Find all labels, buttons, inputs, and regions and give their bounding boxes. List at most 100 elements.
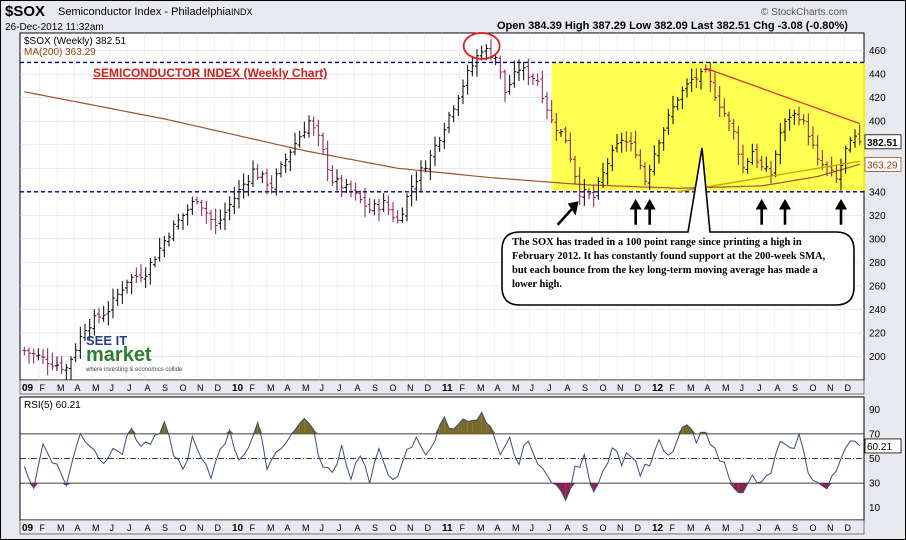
ohlc-bar (801, 114, 806, 125)
uptrend-line (677, 160, 860, 193)
price-bars-layer (22, 39, 862, 380)
ohlc-bar (741, 144, 745, 174)
rsi-oversold-fill (29, 483, 34, 489)
ohlc-bar (41, 349, 45, 365)
ohlc-bar (484, 44, 489, 61)
rsi-overbought-fill (687, 424, 692, 434)
price-y-tick-label: 240 (869, 305, 886, 316)
price-y-tick-label: 260 (869, 281, 886, 292)
month-tick-label: N (617, 383, 624, 393)
month-tick-label: F (460, 383, 466, 393)
ohlc-bar (554, 112, 559, 142)
index-name: Semiconductor Index - Philadelphia (58, 6, 232, 18)
ohlc-bar (820, 150, 825, 170)
ohlc-bar (316, 119, 321, 147)
month-tick-label: J (530, 523, 535, 533)
month-tick-label: F (250, 383, 256, 393)
month-axis-bar-top (19, 379, 865, 395)
ohlc-bar (353, 182, 358, 201)
month-tick-label: A (775, 523, 781, 533)
ohlc-bar (344, 179, 349, 194)
ohlc-bar (64, 363, 69, 380)
ohlc-bar (857, 124, 862, 146)
ohlc-bar (666, 108, 671, 136)
ohlc-bar (125, 279, 129, 294)
month-tick-label: N (827, 383, 834, 393)
month-tick-label: A (75, 383, 81, 393)
ohlc-bar (619, 132, 624, 153)
month-tick-label: M (477, 383, 485, 393)
month-tick-label: S (162, 523, 168, 533)
rsi-line-layer (23, 411, 861, 502)
ohlc-bar (111, 288, 115, 319)
support-arrow-head (779, 198, 791, 210)
ohlc-bar (680, 86, 685, 110)
ohlc-bar (535, 73, 540, 86)
month-tick-label: J (320, 523, 325, 533)
rsi-overbought-fill (472, 419, 477, 434)
ohlc-bar (423, 160, 428, 172)
ohlc-bar (381, 193, 386, 213)
ohlc-bar (293, 132, 297, 156)
ohlc-bar (69, 356, 73, 380)
ohlc-bar (143, 267, 148, 288)
support-arrow (629, 198, 642, 225)
ohlc-bar (437, 137, 442, 152)
ma200-line (24, 91, 860, 189)
support-arrow (556, 201, 579, 226)
ohlc-bar (615, 134, 619, 153)
rsi-oversold-fill (747, 483, 753, 484)
ohlc-bar (148, 257, 153, 285)
ohlc-bar (213, 208, 218, 235)
arrows-layer (556, 198, 847, 226)
month-tick-label: 11 (442, 383, 453, 394)
last-price-label: 382.51 (867, 138, 898, 149)
price-y-tick-label: 420 (869, 93, 886, 104)
month-tick-label: D (845, 523, 852, 533)
rsi-y-tick-label: 10 (869, 503, 881, 514)
ohlc-bar (745, 157, 750, 174)
exchange-label: INDX (231, 7, 253, 17)
month-tick-label: O (810, 523, 817, 533)
ohlc-bar (694, 68, 699, 89)
month-axis-top: 09 F M A M J J A S O N D 10 F M A M J J A S O N D 11 F M A M J J A S O N D 1… (22, 383, 852, 394)
month-tick-label: D (425, 383, 432, 393)
ohlc-bar (638, 149, 643, 170)
month-tick-label: J (547, 523, 552, 533)
watermark-line2: market (86, 344, 152, 366)
ohlc-bar (377, 198, 381, 222)
month-tick-label: O (600, 523, 607, 533)
month-tick-label: S (372, 383, 378, 393)
ohlc-bar (59, 356, 64, 374)
rsi-oversold-fill (738, 483, 743, 493)
ohlc-bar (577, 167, 582, 206)
ohlc-bar (409, 175, 414, 207)
ohlc-bar (321, 132, 325, 155)
ohlc-bar (601, 162, 605, 189)
month-tick-label: A (775, 383, 781, 393)
watermark-line3: where investing & economics collide (85, 367, 183, 373)
ohlc-bar (31, 348, 36, 364)
ohlc-bar (297, 130, 302, 148)
ohlc-bar (465, 64, 470, 95)
ohlc-bar (260, 171, 265, 184)
month-tick-label: F (250, 523, 256, 533)
month-tick-label: J (757, 523, 762, 533)
month-axis-bar-bottom (19, 519, 865, 535)
month-tick-label: S (582, 383, 588, 393)
month-tick-label: M (92, 383, 100, 393)
annotation-text: The SOX has traded in a 100 point range … (512, 237, 826, 290)
ohlc-bar (283, 153, 288, 173)
ohlc-bar (414, 171, 419, 201)
ohlc-bar (311, 116, 316, 137)
ohlc-bar (461, 79, 465, 105)
ohlc-bar (456, 95, 461, 117)
price-y-tick-label: 400 (869, 117, 886, 128)
ohlc-bar (288, 149, 293, 172)
ohlc-bar (675, 97, 680, 111)
month-tick-label: N (407, 383, 414, 393)
month-tick-label: J (530, 383, 535, 393)
rsi-overbought-fill (444, 416, 449, 434)
support-arrow (835, 198, 847, 225)
ohlc-bar (237, 180, 241, 209)
